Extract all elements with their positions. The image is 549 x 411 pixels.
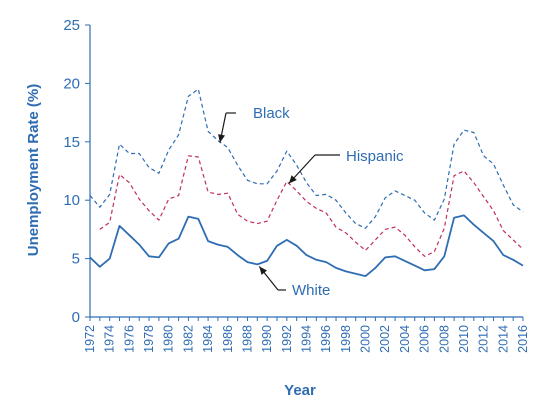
plot-area (89, 88, 524, 278)
x-tick-label: 1984 (201, 325, 215, 353)
annotation-white: White (292, 282, 330, 299)
black-arrowhead (218, 134, 225, 143)
x-tick-label: 2006 (418, 325, 432, 353)
x-tick-label: 1994 (300, 325, 314, 353)
y-tick-label: 25 (63, 17, 80, 34)
x-tick-label: 2000 (359, 325, 373, 353)
x-tick-label: 2012 (477, 325, 491, 353)
series-line-black (89, 88, 524, 229)
series-line-hispanic (99, 155, 524, 257)
y-tick-label: 5 (72, 251, 80, 268)
x-tick-label: 1996 (319, 325, 333, 353)
x-tick-label: 1972 (83, 325, 97, 353)
x-tick-label: 1974 (103, 325, 117, 353)
x-tick-label: 1978 (142, 325, 156, 353)
x-tick-label: 1990 (260, 325, 274, 353)
x-tick-label: 2002 (378, 325, 392, 353)
y-axis-title: Unemployment Rate (%) (25, 84, 42, 257)
x-tick-label: 2016 (516, 325, 530, 353)
axes: 0 5 10 15 20 25 1972 1974 1976 1978 1980 1982 1984 19… (63, 17, 530, 353)
hispanic-arrowhead (288, 175, 297, 184)
x-tick-label: 2008 (437, 325, 451, 353)
x-tick-label: 2010 (457, 325, 471, 353)
x-tick-label: 2004 (398, 325, 412, 353)
y-tick-label: 0 (72, 309, 80, 326)
x-tick-label: 1998 (339, 325, 353, 353)
y-tick-label: 15 (63, 134, 80, 151)
x-tick-label: 1982 (181, 325, 195, 353)
y-tick-label: 10 (63, 192, 80, 209)
x-tick-label: 2014 (496, 325, 510, 353)
x-tick-label: 1986 (221, 325, 235, 353)
series-line-white (89, 214, 524, 278)
x-tick-label: 1980 (162, 325, 176, 353)
annotations: Black Hispanic White (218, 105, 404, 299)
x-tick-label: 1988 (240, 325, 254, 353)
x-tick-label: 1976 (122, 325, 136, 353)
white-arrowhead (259, 266, 268, 275)
y-tick-label: 20 (63, 75, 80, 92)
annotation-black: Black (253, 105, 290, 122)
x-tick-label: 1992 (280, 325, 294, 353)
annotation-hispanic: Hispanic (346, 148, 404, 165)
x-axis-title: Year (284, 382, 316, 399)
